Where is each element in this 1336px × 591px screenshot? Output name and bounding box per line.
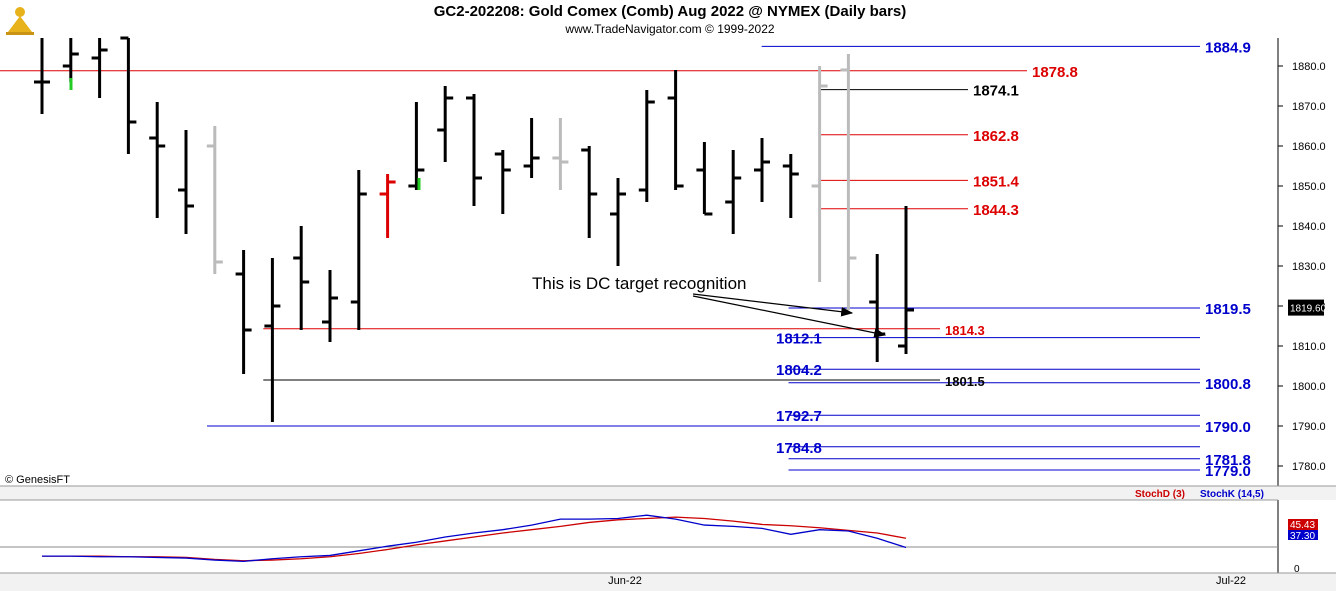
stoch-value-label: 37.30 [1290,531,1315,542]
level-label: 1781.8 [1205,452,1251,469]
level-label: 1779.0 [1205,463,1251,480]
ohlc-bar [350,170,367,330]
y-tick-label: 1860.0 [1292,141,1326,153]
ohlc-bar [581,146,598,238]
ohlc-bar [754,138,770,202]
ohlc-bar [466,94,482,206]
ohlc-bar [264,258,281,422]
stoch-line [42,514,907,563]
ohlc-bar [235,250,252,374]
level-label: 1800.8 [1205,376,1251,393]
level-label: 1884.9 [1205,39,1251,56]
level-label: 1844.3 [973,202,1019,219]
level-label: 1874.1 [973,83,1019,100]
level-label: 1812.1 [776,331,822,348]
y-tick-label: 1800.0 [1292,381,1326,393]
ohlc-bar [552,118,569,190]
level-label: 1862.8 [973,128,1019,145]
y-tick-label: 1790.0 [1292,421,1326,433]
ohlc-bar [610,178,626,266]
level-label: 1804.2 [776,362,822,379]
ohlc-bar [120,36,137,154]
ohlc-bar [437,86,454,162]
level-label: 1792.7 [776,408,822,425]
ohlc-bar [667,70,684,190]
level-label: 1819.5 [1205,301,1251,318]
stoch-value-label: 45.43 [1290,520,1315,531]
stoch-value-tag [1288,519,1318,530]
ohlc-bar [523,118,540,178]
stoch-legend-label: StochK (14,5) [1200,489,1264,500]
ohlc-bar [898,206,914,354]
last-price-tag [1288,299,1324,316]
ohlc-bar [206,126,223,274]
ohlc-bar [696,142,713,216]
ohlc-bar [494,150,511,214]
ohlc-bar [293,226,310,330]
annotation-arrow [692,295,887,338]
level-label: 1814.3 [945,323,985,338]
chart-title: GC2-202208: Gold Comex (Comb) Aug 2022 @… [433,3,907,20]
level-label: 1878.8 [1032,64,1078,81]
ohlc-bar [840,54,857,310]
ohlc-bar [408,102,425,190]
level-label: 1784.8 [776,440,822,457]
ohlc-bar [322,270,338,342]
ohlc-bar [149,102,166,218]
level-label: 1790.0 [1205,419,1251,436]
ohlc-bar [178,130,194,234]
ohlc-bar [379,174,396,238]
y-tick-label: 1830.0 [1292,261,1326,273]
level-label: 1801.5 [945,374,985,389]
ohlc-bar [725,150,742,234]
ohlc-bar [811,66,828,282]
y-tick-label: 1780.0 [1292,461,1326,473]
level-label: 1851.4 [973,173,1020,190]
stoch-line [42,516,907,562]
ohlc-bar [34,38,50,114]
stoch-header-strip [0,486,1336,500]
date-axis-strip [0,573,1336,591]
x-tick-label: Jun-22 [608,575,642,587]
x-tick-label: Jul-22 [1216,575,1246,587]
ohlc-bar [638,90,655,202]
y-tick-label: 1810.0 [1292,341,1326,353]
y-tick-label: 1880.0 [1292,61,1326,73]
chart-subtitle: www.TradeNavigator.com © 1999-2022 [565,22,775,36]
stoch-value-tag [1288,530,1318,540]
y-tick-label: 1840.0 [1292,221,1326,233]
y-tick-label: 1870.0 [1292,101,1326,113]
ohlc-bar [782,154,799,218]
last-price-label: 1819.60 [1290,304,1327,315]
copyright-text: © GenesisFT [5,474,70,486]
ohlc-bar [91,38,108,98]
annotation-text: This is DC target recognition [532,274,747,293]
annotation-arrow [692,293,854,317]
stoch-legend-label: StochD (3) [1135,489,1185,500]
y-tick-label: 1850.0 [1292,181,1326,193]
stoch-tick-label: 0 [1294,564,1300,575]
ohlc-bar [62,38,79,82]
logo-icon [6,7,34,35]
